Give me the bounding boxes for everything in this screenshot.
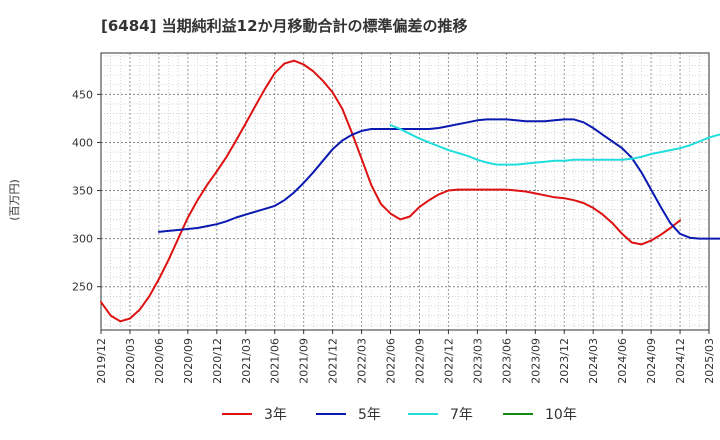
y-tick-label: 450 [72,88,93,101]
x-tick-label: 2024/12 [674,338,687,384]
x-tick-label: 2022/06 [385,338,398,384]
series-lines [100,59,720,323]
x-tick-label: 2023/03 [471,338,484,384]
x-tick-label: 2025/03 [703,338,716,384]
x-tick-label: 2019/12 [95,338,108,384]
legend: 3年 5年 7年 10年 [222,407,577,423]
x-ticks: 2019/12 2020/03 2020/06 2020/09 2020/12 2021/… [95,330,716,384]
x-tick-label: 2020/09 [182,338,195,384]
y-tick-label: 300 [72,233,93,246]
x-tick-label: 2024/06 [616,338,629,384]
x-tick-label: 2020/03 [124,338,137,384]
legend-label-3年: 3年 [264,407,287,423]
y-ticks: 250 300 350 400 450 [72,88,101,294]
x-tick-label: 2021/09 [298,338,311,384]
x-tick-label: 2022/12 [442,338,455,384]
series-line-5年 [157,118,720,240]
legend-label-7年: 7年 [450,407,473,423]
y-tick-label: 250 [72,281,93,294]
series-line-3年 [100,59,681,323]
x-tick-label: 2021/03 [240,338,253,384]
x-tick-label: 2020/12 [211,338,224,384]
y-tick-label: 400 [72,136,93,149]
x-tick-label: 2023/09 [529,338,542,384]
series-line-7年 [389,124,720,166]
grid [101,53,709,330]
legend-label-10年: 10年 [545,407,577,423]
legend-label-5年: 5年 [358,407,381,423]
plot-area [100,52,710,331]
y-axis-label: (百万円) [8,179,21,221]
x-tick-label: 2021/06 [269,338,282,384]
x-tick-label: 2024/09 [645,338,658,384]
x-tick-label: 2022/03 [356,338,369,384]
x-tick-label: 2024/03 [587,338,600,384]
x-tick-label: 2023/12 [558,338,571,384]
x-tick-label: 2020/06 [153,338,166,384]
x-tick-label: 2023/06 [500,338,513,384]
y-tick-label: 350 [72,185,93,198]
x-tick-label: 2021/12 [327,338,340,384]
x-tick-label: 2022/09 [413,338,426,384]
chart-title: [6484] 当期純利益12か月移動合計の標準偏差の推移 [101,17,468,35]
